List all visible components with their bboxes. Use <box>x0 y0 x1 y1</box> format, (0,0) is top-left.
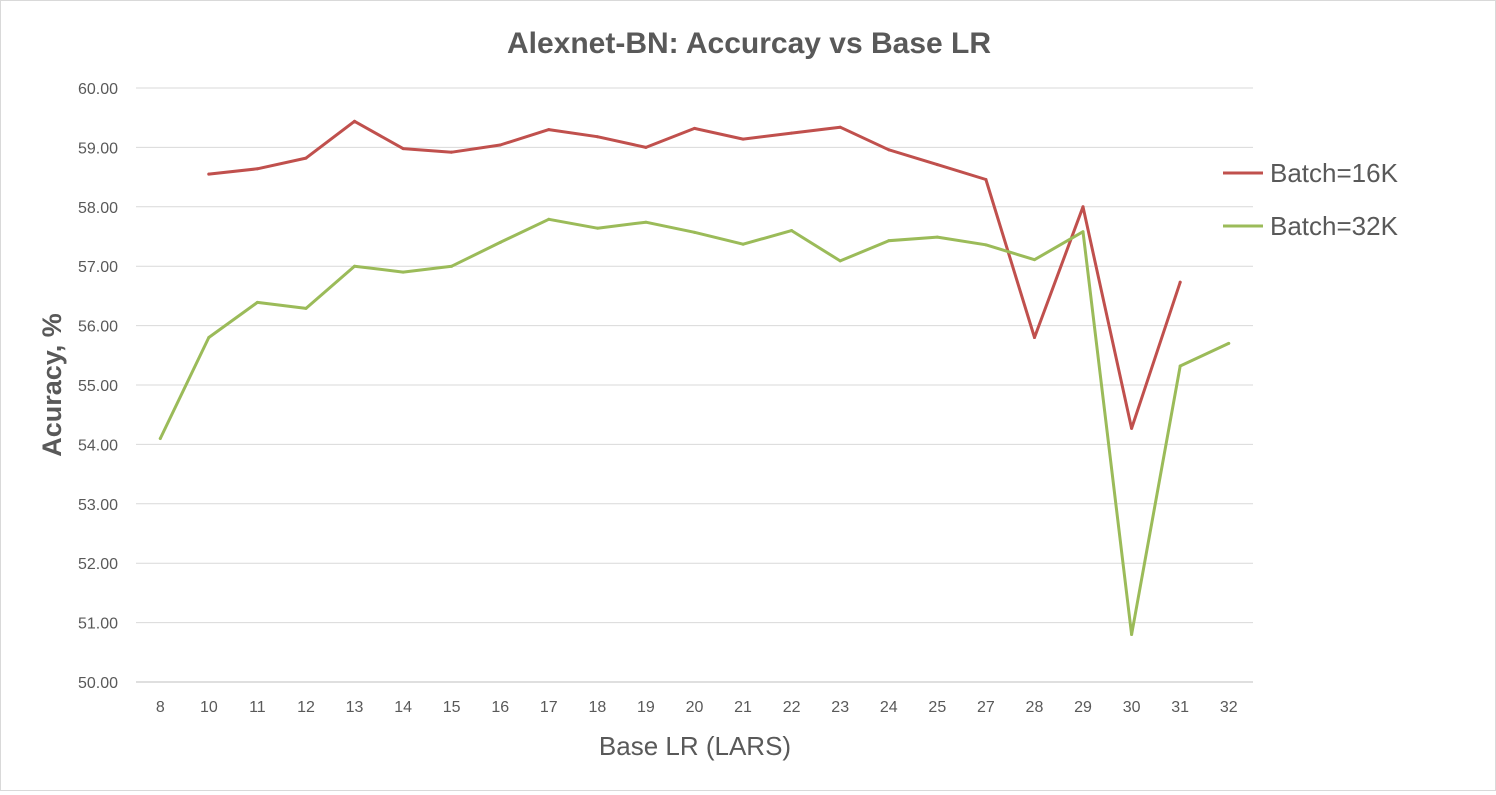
legend-item: Batch=32K <box>1223 211 1399 241</box>
x-tick-label: 22 <box>783 699 801 716</box>
x-tick-label: 25 <box>928 699 946 716</box>
x-tick-label: 16 <box>491 699 509 716</box>
data-point <box>790 229 794 233</box>
x-axis-label: Base LR (LARS) <box>599 731 791 761</box>
y-tick-label: 50.00 <box>78 675 118 692</box>
x-tick-label: 10 <box>200 699 218 716</box>
x-tick-label: 23 <box>831 699 849 716</box>
x-tick-label: 13 <box>346 699 364 716</box>
legend: Batch=16K Batch=32K <box>1223 158 1399 241</box>
x-tick-label: 17 <box>540 699 558 716</box>
x-tick-label: 29 <box>1074 699 1092 716</box>
y-tick-label: 53.00 <box>78 497 118 514</box>
series-layer <box>158 119 1231 636</box>
data-point <box>838 259 842 263</box>
x-tick-label: 11 <box>249 699 266 716</box>
data-point <box>1032 335 1036 339</box>
data-point <box>595 226 599 230</box>
y-axis-ticks: 50.00 51.00 52.00 53.00 54.00 55.00 56.00 57.00… <box>78 81 118 692</box>
data-point <box>304 156 308 160</box>
data-point <box>1081 230 1085 234</box>
y-tick-label: 52.00 <box>78 556 118 573</box>
y-tick-label: 57.00 <box>78 259 118 276</box>
legend-item: Batch=16K <box>1223 158 1399 188</box>
data-point <box>935 163 939 167</box>
x-tick-label: 31 <box>1171 699 1189 716</box>
x-tick-label: 14 <box>394 699 412 716</box>
data-point <box>1130 632 1134 636</box>
series-line <box>158 217 1231 636</box>
data-point <box>450 150 454 154</box>
data-point <box>498 143 502 147</box>
data-point <box>644 220 648 224</box>
legend-label: Batch=16K <box>1270 158 1399 188</box>
x-tick-label: 15 <box>443 699 461 716</box>
grid-layer <box>136 87 1253 683</box>
x-tick-label: 20 <box>686 699 704 716</box>
data-point <box>984 243 988 247</box>
data-point <box>1178 280 1182 284</box>
x-tick-label: 27 <box>977 699 995 716</box>
x-tick-label: 12 <box>297 699 315 716</box>
y-tick-label: 51.00 <box>78 616 118 633</box>
y-tick-label: 54.00 <box>78 437 118 454</box>
data-point <box>644 145 648 149</box>
x-tick-label: 18 <box>588 699 606 716</box>
data-point <box>887 148 891 152</box>
series-1 <box>207 119 1182 430</box>
data-point <box>304 306 308 310</box>
y-tick-label: 55.00 <box>78 378 118 395</box>
y-tick-label: 59.00 <box>78 140 118 157</box>
series-line <box>207 119 1182 430</box>
legend-label: Batch=32K <box>1270 211 1399 241</box>
x-tick-label: 24 <box>880 699 898 716</box>
y-tick-label: 58.00 <box>78 200 118 217</box>
y-tick-label: 60.00 <box>78 81 118 98</box>
data-point <box>255 300 259 304</box>
data-point <box>207 172 211 176</box>
data-point <box>401 270 405 274</box>
data-point <box>353 119 357 123</box>
data-point <box>1227 341 1231 345</box>
data-point <box>741 242 745 246</box>
chart-title: Alexnet-BN: Accurcay vs Base LR <box>507 27 991 60</box>
data-point <box>401 147 405 151</box>
y-axis-label: Acuracy, % <box>37 313 67 457</box>
x-tick-label: 28 <box>1026 699 1044 716</box>
x-tick-label: 19 <box>637 699 655 716</box>
data-point <box>1032 258 1036 262</box>
data-point <box>158 436 162 440</box>
data-point <box>547 128 551 132</box>
data-point <box>1178 364 1182 368</box>
x-tick-label: 8 <box>156 699 165 716</box>
data-point <box>1130 426 1134 430</box>
data-point <box>790 131 794 135</box>
series-2 <box>158 217 1231 636</box>
data-point <box>984 177 988 181</box>
data-point <box>547 217 551 221</box>
data-point <box>693 230 696 234</box>
data-point <box>887 239 891 243</box>
data-point <box>207 335 211 339</box>
data-point <box>1081 205 1085 209</box>
x-axis-ticks: 8 10 11 12 13 14 15 16 17 18 19 20 21 22 23 24 25 27 28 29 3… <box>156 699 1238 716</box>
data-point <box>255 167 259 171</box>
data-point <box>498 240 502 244</box>
data-point <box>693 126 696 130</box>
x-tick-label: 32 <box>1220 699 1238 716</box>
data-point <box>935 235 939 239</box>
data-point <box>353 264 357 268</box>
data-point <box>741 137 745 141</box>
data-point <box>595 135 599 139</box>
x-tick-label: 21 <box>734 699 752 716</box>
y-tick-label: 56.00 <box>78 319 118 336</box>
data-point <box>450 264 454 268</box>
x-tick-label: 30 <box>1123 699 1141 716</box>
data-point <box>838 125 842 129</box>
